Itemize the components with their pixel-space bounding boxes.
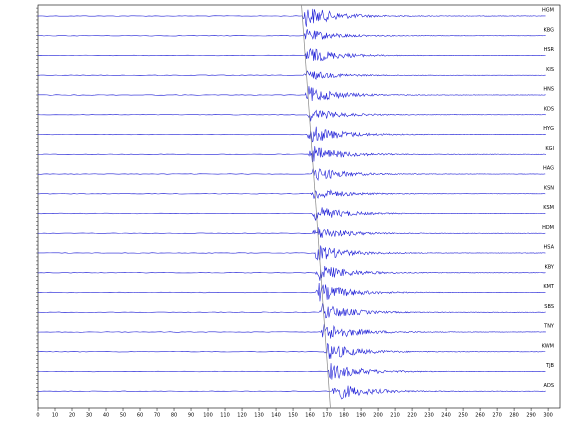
waveform: [37, 47, 546, 62]
waveform: [37, 70, 546, 80]
station-label: KSM: [543, 205, 554, 211]
waveform: [37, 146, 546, 163]
waveform: [37, 363, 546, 380]
x-tick-label: 280: [509, 413, 519, 419]
waveform: [37, 86, 546, 101]
station-label: KSN: [544, 185, 554, 191]
station-label: HSA: [544, 245, 555, 251]
station-label: TNY: [543, 324, 555, 330]
x-tick-label: 20: [69, 413, 75, 419]
x-tick-label: 130: [254, 413, 264, 419]
waveform: [37, 207, 546, 221]
waveform: [37, 227, 546, 238]
x-tick-label: 0: [36, 413, 39, 419]
waveform: [37, 245, 546, 261]
station-label: ADS: [544, 383, 554, 389]
x-tick-label: 200: [373, 413, 383, 419]
station-label: KBY: [545, 264, 555, 270]
station-label: KWM: [542, 343, 554, 349]
x-tick-label: 40: [103, 413, 109, 419]
waveform: [37, 302, 546, 319]
station-label: KMT: [543, 284, 555, 290]
x-tick-label: 110: [220, 413, 230, 419]
station-label: HDM: [542, 225, 554, 231]
x-tick-label: 100: [203, 413, 213, 419]
waveform: [37, 385, 546, 400]
x-tick-label: 300: [543, 413, 553, 419]
x-tick-label: 10: [52, 413, 58, 419]
plot-frame: [37, 4, 561, 409]
x-tick-label: 90: [188, 413, 194, 419]
x-tick-label: 180: [339, 413, 349, 419]
x-tick-label: 190: [356, 413, 366, 419]
x-tick-label: 150: [288, 413, 298, 419]
x-tick-label: 140: [271, 413, 281, 419]
station-label: HAG: [543, 166, 554, 172]
x-tick-label: 270: [492, 413, 502, 419]
x-tick-label: 260: [475, 413, 485, 419]
waveform: [37, 8, 546, 27]
station-label: HYG: [543, 126, 554, 132]
waveform: [37, 126, 546, 143]
station-label: KGI: [545, 146, 554, 152]
waveform: [37, 29, 546, 40]
x-tick-label: 170: [322, 413, 332, 419]
waveform: [37, 168, 546, 182]
arrival-line: [301, 4, 331, 409]
waveform: [37, 283, 546, 302]
station-label: TJB: [545, 363, 555, 369]
station-label: KDS: [544, 106, 554, 112]
x-tick-label: 230: [424, 413, 434, 419]
x-tick-label: 120: [237, 413, 247, 419]
station-label: KBG: [544, 27, 555, 33]
station-label: KIS: [546, 67, 554, 73]
x-tick-label: 160: [305, 413, 315, 419]
x-tick-label: 240: [441, 413, 451, 419]
station-label: HSR: [544, 47, 555, 53]
station-label: HNS: [543, 87, 554, 93]
x-tick-label: 220: [407, 413, 417, 419]
station-label: HGM: [542, 8, 554, 14]
x-tick-label: 250: [458, 413, 468, 419]
station-label: SBS: [544, 304, 554, 310]
waveform: [37, 266, 546, 281]
waveform: [37, 343, 546, 359]
x-tick-label: 70: [154, 413, 160, 419]
x-tick-label: 30: [86, 413, 92, 419]
waveform: [37, 323, 546, 339]
waveform: [37, 109, 546, 122]
x-tick-label: 210: [390, 413, 400, 419]
x-tick-label: 50: [120, 413, 126, 419]
waveform: [37, 189, 546, 199]
x-tick-label: 290: [526, 413, 536, 419]
x-tick-label: 60: [137, 413, 143, 419]
x-tick-label: 80: [171, 413, 177, 419]
